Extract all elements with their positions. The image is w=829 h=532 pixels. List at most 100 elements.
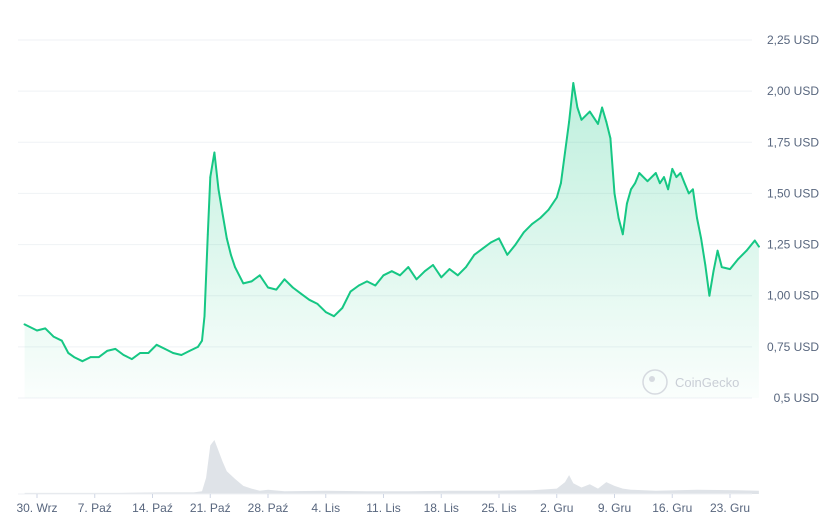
price-point xyxy=(98,356,100,358)
price-point xyxy=(522,231,525,234)
x-tick-label: 25. Lis xyxy=(481,501,516,515)
price-point xyxy=(576,106,579,109)
price-point xyxy=(36,329,38,332)
price-point xyxy=(203,315,206,318)
price-point xyxy=(514,243,517,246)
price-point xyxy=(423,270,426,273)
price-point xyxy=(23,323,26,326)
y-tick-label: 1,50 USD xyxy=(767,186,819,200)
price-point xyxy=(700,237,702,240)
price-point xyxy=(716,249,719,252)
price-point xyxy=(729,268,731,270)
price-point xyxy=(609,137,612,140)
price-point xyxy=(209,176,212,179)
price-point xyxy=(89,356,92,358)
price-point xyxy=(675,176,678,179)
price-point xyxy=(230,253,232,256)
price-point xyxy=(687,192,690,195)
volume-area xyxy=(18,440,759,495)
price-point xyxy=(568,120,570,123)
price-point xyxy=(489,241,492,244)
price-point xyxy=(44,327,47,330)
x-tick-label: 14. Paź xyxy=(132,501,173,515)
price-point xyxy=(374,284,377,287)
price-point xyxy=(646,180,649,183)
y-tick-label: 0,75 USD xyxy=(767,340,819,354)
y-tick-label: 2,00 USD xyxy=(767,84,819,98)
price-point xyxy=(630,188,632,191)
price-point xyxy=(114,348,117,350)
coingecko-watermark: CoinGecko xyxy=(642,369,739,395)
y-tick-label: 1,75 USD xyxy=(767,135,819,149)
price-point xyxy=(704,264,707,266)
price-point xyxy=(712,270,715,273)
x-tick-label: 21. Paź xyxy=(190,501,231,515)
price-area-fill xyxy=(24,83,759,398)
price-point xyxy=(663,176,665,179)
price-point xyxy=(531,223,533,226)
price-point xyxy=(155,343,158,346)
price-point xyxy=(580,118,583,121)
price-point xyxy=(300,292,302,295)
price-point xyxy=(547,208,550,211)
volume-area-path xyxy=(24,440,759,494)
price-point xyxy=(555,196,558,199)
price-point xyxy=(539,217,542,219)
price-point xyxy=(481,247,484,250)
price-point xyxy=(564,151,566,154)
price-point xyxy=(745,249,748,252)
price-point xyxy=(506,253,509,256)
price-point xyxy=(164,348,166,350)
x-tick-label: 9. Gru xyxy=(598,501,631,515)
watermark-text: CoinGecko xyxy=(675,375,739,390)
price-point xyxy=(753,239,756,242)
price-point xyxy=(122,354,125,356)
price-point xyxy=(283,278,286,281)
x-tick-label: 23. Gru xyxy=(710,501,750,515)
x-tick-label: 16. Gru xyxy=(652,501,692,515)
price-point xyxy=(275,288,278,291)
price-point xyxy=(267,286,269,289)
price-point xyxy=(659,182,661,185)
price-point xyxy=(131,358,133,360)
price-point xyxy=(197,346,199,348)
price-point xyxy=(588,110,591,113)
price-point xyxy=(626,202,628,205)
price-point xyxy=(399,274,401,277)
price-point xyxy=(308,298,311,301)
price-point xyxy=(341,307,344,309)
price-point xyxy=(440,276,443,279)
y-axis: 2,25 USD 2,00 USD 1,75 USD 1,50 USD 1,25 USD… xyxy=(767,33,819,405)
price-point xyxy=(407,266,410,268)
y-tick-label: 1,00 USD xyxy=(767,289,819,303)
price-point xyxy=(324,311,327,313)
price-point xyxy=(106,350,108,352)
price-point xyxy=(147,352,150,354)
price-point xyxy=(316,303,319,305)
x-tick-label: 2. Gru xyxy=(540,501,573,515)
price-point xyxy=(621,233,624,236)
price-point xyxy=(221,213,224,215)
price-point xyxy=(188,350,191,352)
x-tick-label: 11. Lis xyxy=(366,501,400,515)
x-tick-label: 7. Paź xyxy=(78,501,112,515)
price-area-path xyxy=(24,83,759,398)
y-tick-label: 1,25 USD xyxy=(767,238,819,252)
price-point xyxy=(667,188,669,191)
price-point xyxy=(679,172,682,174)
x-tick-label: 28. Paź xyxy=(248,501,289,515)
price-point xyxy=(382,274,385,277)
price-point xyxy=(720,266,723,268)
price-point xyxy=(390,270,393,273)
price-point xyxy=(225,237,228,240)
price-point xyxy=(139,352,142,354)
x-tick-label: 4. Lis xyxy=(311,501,340,515)
price-point xyxy=(473,253,476,256)
price-point xyxy=(696,217,698,219)
price-point xyxy=(708,294,711,297)
price-point xyxy=(415,278,418,281)
price-point xyxy=(172,352,175,354)
price-point xyxy=(737,258,740,260)
